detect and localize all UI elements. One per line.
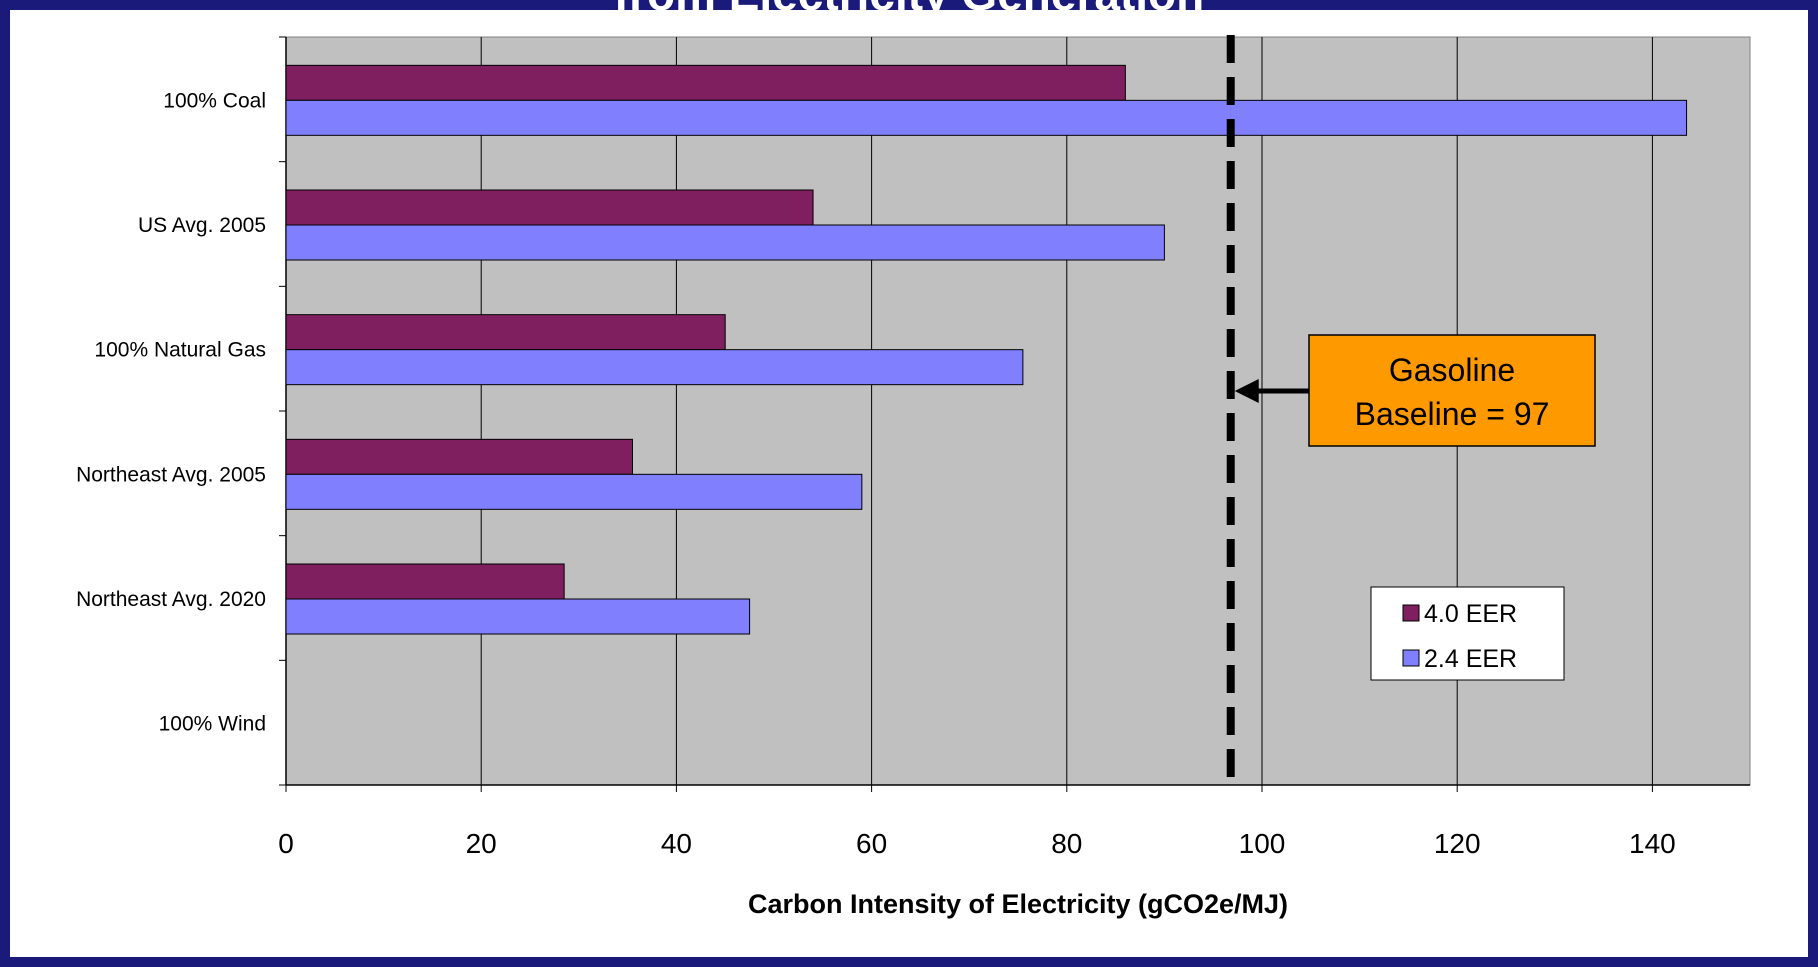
bar-2-4-eer-1 [285, 224, 1165, 261]
category-labels: 100% Coal US Avg. 2005 100% Natural Gas Nor… [76, 89, 266, 735]
callout-box [1308, 334, 1596, 447]
bars [285, 64, 1688, 635]
bar-2-4-eer-0 [285, 99, 1688, 136]
bar-4-0-eer-0 [285, 64, 1126, 101]
legend-swatch-0 [1402, 604, 1420, 622]
gasoline-baseline-callout: Gasoline Baseline = 97 [1234, 334, 1596, 447]
x-tick-labels: 0 20 40 60 80 100 120 140 [278, 828, 1676, 859]
legend: 4.0 EER 2.4 EER [1370, 586, 1565, 681]
bar-2-4-eer-4 [285, 598, 751, 635]
x-tick-label: 120 [1434, 828, 1481, 859]
legend-label-0: 4.0 EER [1424, 600, 1517, 628]
x-tick-label: 0 [278, 828, 294, 859]
x-tick-label: 40 [661, 828, 692, 859]
category-label: Northeast Avg. 2020 [76, 588, 266, 611]
x-tick-label: 140 [1629, 828, 1676, 859]
category-label: US Avg. 2005 [138, 214, 266, 237]
bar-4-0-eer-4 [285, 563, 565, 600]
title-strip: from Electricity Generation [0, 0, 1818, 10]
x-tick-label: 20 [466, 828, 497, 859]
bar-2-4-eer-2 [285, 349, 1024, 386]
callout-arrow-head [1234, 379, 1259, 403]
x-tick-label: 100 [1239, 828, 1286, 859]
legend-label-1: 2.4 EER [1424, 645, 1517, 673]
axis-ticks [279, 36, 1750, 792]
bar-4-0-eer-2 [285, 314, 726, 351]
bar-2-4-eer-3 [285, 473, 863, 510]
category-label: 100% Wind [159, 713, 266, 736]
chart-title: from Electricity Generation [0, 0, 1818, 10]
x-tick-label: 80 [1051, 828, 1082, 859]
x-tick-label: 60 [856, 828, 887, 859]
x-axis-title: Carbon Intensity of Electricity (gCO2e/M… [748, 889, 1288, 919]
callout-line-2: Baseline = 97 [1355, 396, 1550, 432]
category-label: 100% Natural Gas [94, 339, 266, 362]
bar-4-0-eer-3 [285, 438, 633, 475]
callout-line-1: Gasoline [1389, 352, 1515, 388]
category-label: Northeast Avg. 2005 [76, 463, 266, 486]
bar-4-0-eer-1 [285, 189, 814, 226]
legend-swatch-1 [1402, 649, 1420, 667]
category-label: 100% Coal [163, 89, 266, 112]
